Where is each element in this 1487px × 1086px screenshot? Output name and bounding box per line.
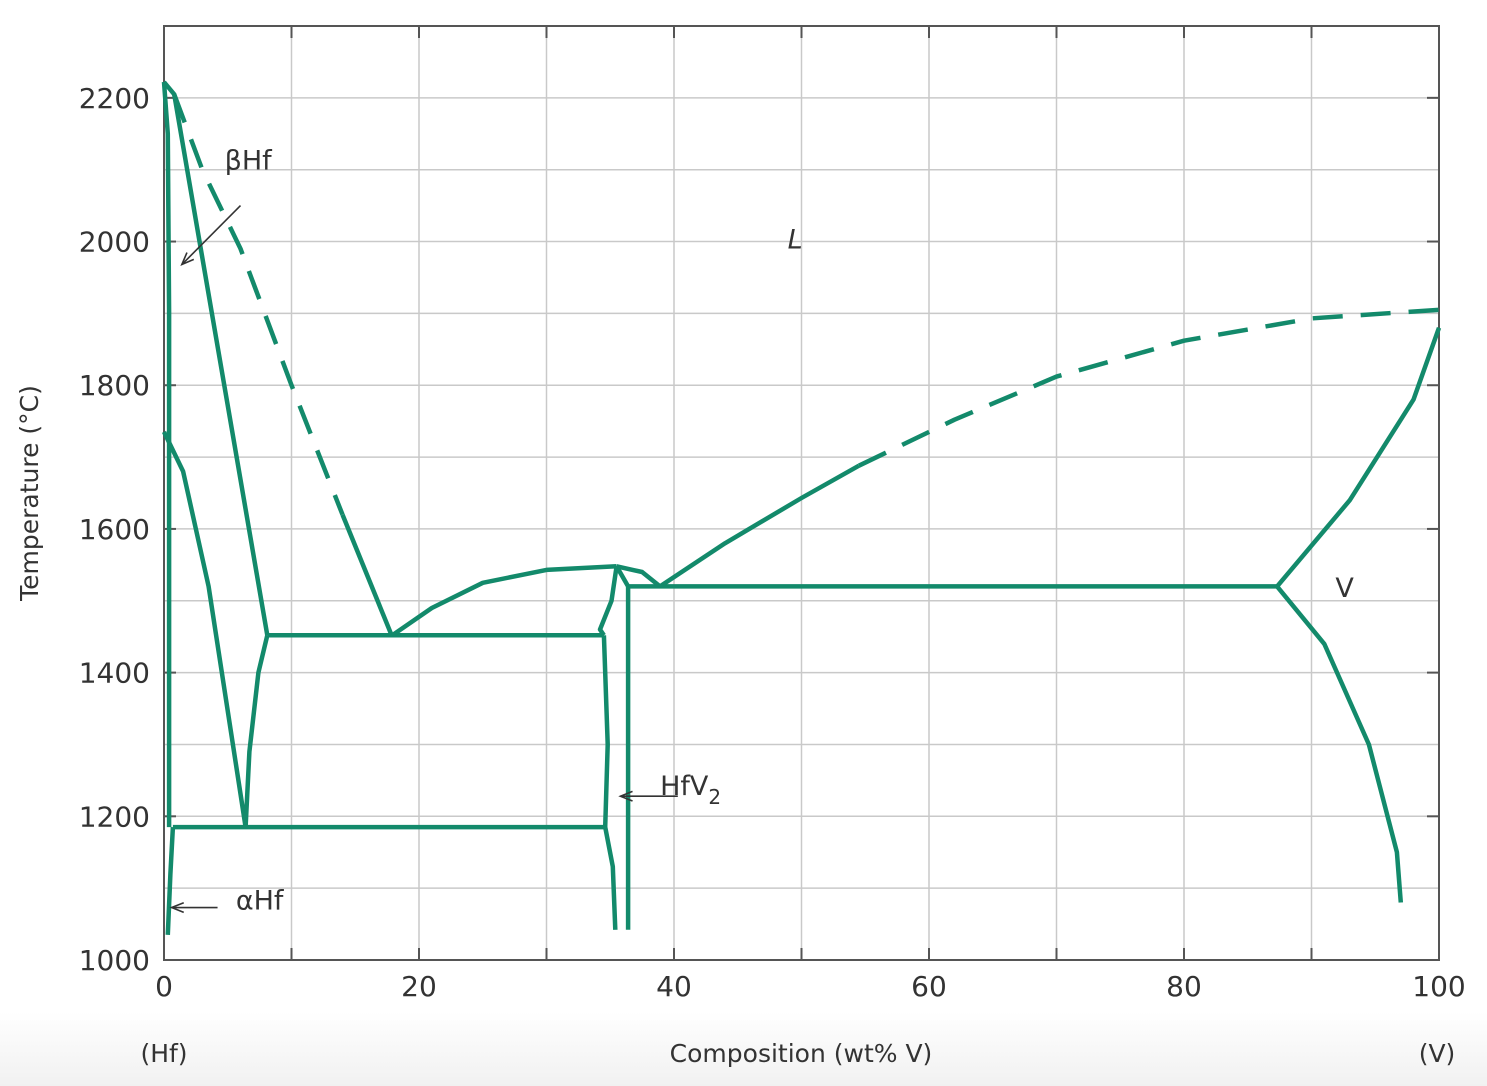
phase-boundary — [340, 513, 395, 638]
phase-boundary — [614, 565, 631, 930]
plot-frame — [163, 25, 1440, 961]
annotation-arrow — [618, 790, 678, 802]
x-tick-label: 80 — [1166, 970, 1202, 1003]
phase-label: αHf — [236, 886, 285, 917]
caption-band — [0, 1012, 1487, 1086]
phase-boundary — [602, 826, 618, 930]
y-tick-label: 2200 — [79, 82, 150, 115]
phase-boundary — [1275, 327, 1442, 588]
x-axis-title: Composition (wt% V) — [670, 1039, 933, 1068]
x-tick-label: 100 — [1412, 970, 1465, 1003]
phase-boundary — [597, 565, 619, 637]
phase-boundary — [1275, 584, 1404, 903]
phase-boundary — [161, 430, 248, 828]
y-tick-label: 1400 — [79, 657, 150, 690]
ticks: 0 20 40 60 80 100 1000 1200 1400 1600 1800 2000 2200 — [79, 26, 1466, 1003]
x-tick-label: 60 — [911, 970, 947, 1003]
phase-boundary-dashed — [172, 93, 345, 516]
y-axis-title: Temperature (°C) — [15, 385, 44, 602]
phase-boundary — [616, 564, 662, 589]
x-tick-label: 0 — [155, 970, 173, 1003]
phase-label: HfV2 — [660, 771, 721, 809]
phase-boundary — [601, 635, 610, 828]
phase-boundary — [658, 463, 861, 589]
y-tick-label: 1800 — [79, 369, 150, 402]
annotation-arrow — [180, 205, 242, 267]
x-tick-label: 20 — [401, 970, 437, 1003]
x-end-label-v: (V) — [1419, 1039, 1456, 1068]
phase-boundary — [161, 81, 172, 828]
grid — [164, 26, 1439, 960]
phase-boundary — [165, 826, 176, 935]
y-tick-label: 1000 — [79, 944, 150, 977]
phase-boundaries — [161, 80, 1442, 935]
phase-boundary — [243, 634, 270, 828]
phase-label: V — [1335, 573, 1354, 604]
phase-label: βHf — [225, 146, 274, 177]
annotation-arrows — [169, 205, 678, 914]
phase-label: L — [788, 225, 803, 256]
y-tick-label: 2000 — [79, 226, 150, 259]
x-end-label-hf: (Hf) — [140, 1039, 187, 1068]
phase-boundary-dashed — [857, 307, 1440, 468]
y-tick-label: 1200 — [79, 800, 150, 833]
y-tick-label: 1600 — [79, 513, 150, 546]
x-tick-label: 40 — [656, 970, 692, 1003]
phase-boundary — [390, 564, 617, 638]
annotation-arrow — [169, 901, 218, 914]
